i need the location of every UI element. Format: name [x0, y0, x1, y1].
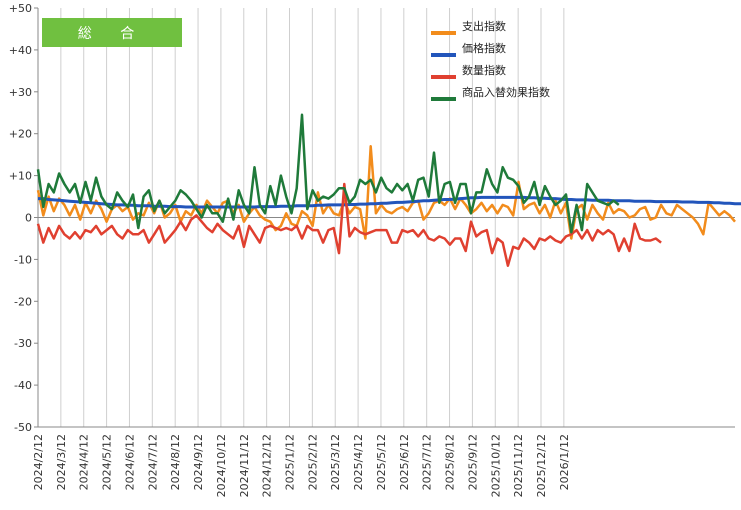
x-axis-ticks: 2024/2/12 2024/3/12 2024/4/12 2024/5/12 2024… [32, 434, 571, 497]
x-tick-label: 2025/9/12 [466, 434, 479, 490]
y-tick-label: +30 [9, 86, 32, 99]
x-tick-label: 2024/4/12 [78, 434, 91, 490]
x-tick-label: 2025/10/12 [489, 434, 502, 497]
x-tick-label: 2024/5/12 [101, 434, 114, 490]
y-tick-label: +50 [9, 2, 32, 15]
x-tick-label: 2024/12/12 [261, 434, 274, 497]
legend-label-3: 数量指数 [462, 63, 506, 77]
y-tick-label: -30 [14, 337, 32, 350]
series-line-4 [36, 113, 620, 234]
y-tick-label: -40 [14, 379, 32, 392]
y-tick-label: -10 [14, 253, 32, 266]
y-tick-label: +10 [9, 170, 32, 183]
legend-label-4: 商品入替効果指数 [462, 85, 550, 99]
title-badge-background [42, 18, 182, 47]
x-tick-label: 2024/3/12 [55, 434, 68, 490]
y-tick-label: +40 [9, 44, 32, 57]
x-tick-label: 2024/2/12 [32, 434, 45, 490]
x-tick-label: 2025/7/12 [421, 434, 434, 490]
x-tick-label: 2025/11/12 [512, 434, 525, 497]
y-tick-label: +20 [9, 128, 32, 141]
x-tick-label: 2024/8/12 [169, 434, 182, 490]
x-tick-label: 2025/6/12 [398, 434, 411, 490]
series-line-1 [36, 145, 736, 240]
x-tick-label: 2025/2/12 [306, 434, 319, 490]
y-tick-label: -20 [14, 295, 32, 308]
title-badge-label: 総 合 [78, 26, 146, 42]
x-tick-label: 2024/7/12 [146, 434, 159, 490]
legend-label-1: 支出指数 [462, 19, 506, 33]
x-tick-label: 2025/5/12 [375, 434, 388, 490]
title-badge: 総 合 [42, 18, 182, 47]
series-lines [36, 113, 741, 267]
series-line-3 [36, 182, 662, 267]
y-tick-label: -50 [14, 421, 32, 434]
y-axis-ticks: +50 +40 +30 +20 +10 0 -10 -20 -30 -40 -50 [9, 2, 38, 434]
x-tick-label: 2025/4/12 [352, 434, 365, 490]
x-tick-label: 2026/1/12 [558, 434, 571, 490]
legend-label-2: 価格指数 [462, 41, 506, 55]
x-tick-label: 2024/9/12 [192, 434, 205, 490]
x-tick-label: 2025/12/12 [535, 434, 548, 497]
x-tick-label: 2024/11/12 [238, 434, 251, 497]
x-tick-label: 2025/1/12 [284, 434, 297, 490]
x-tick-label: 2025/8/12 [444, 434, 457, 490]
x-tick-label: 2024/10/12 [215, 434, 228, 497]
y-tick-label: 0 [25, 212, 32, 225]
x-tick-label: 2024/6/12 [123, 434, 136, 490]
x-tick-label: 2025/3/12 [329, 434, 342, 490]
